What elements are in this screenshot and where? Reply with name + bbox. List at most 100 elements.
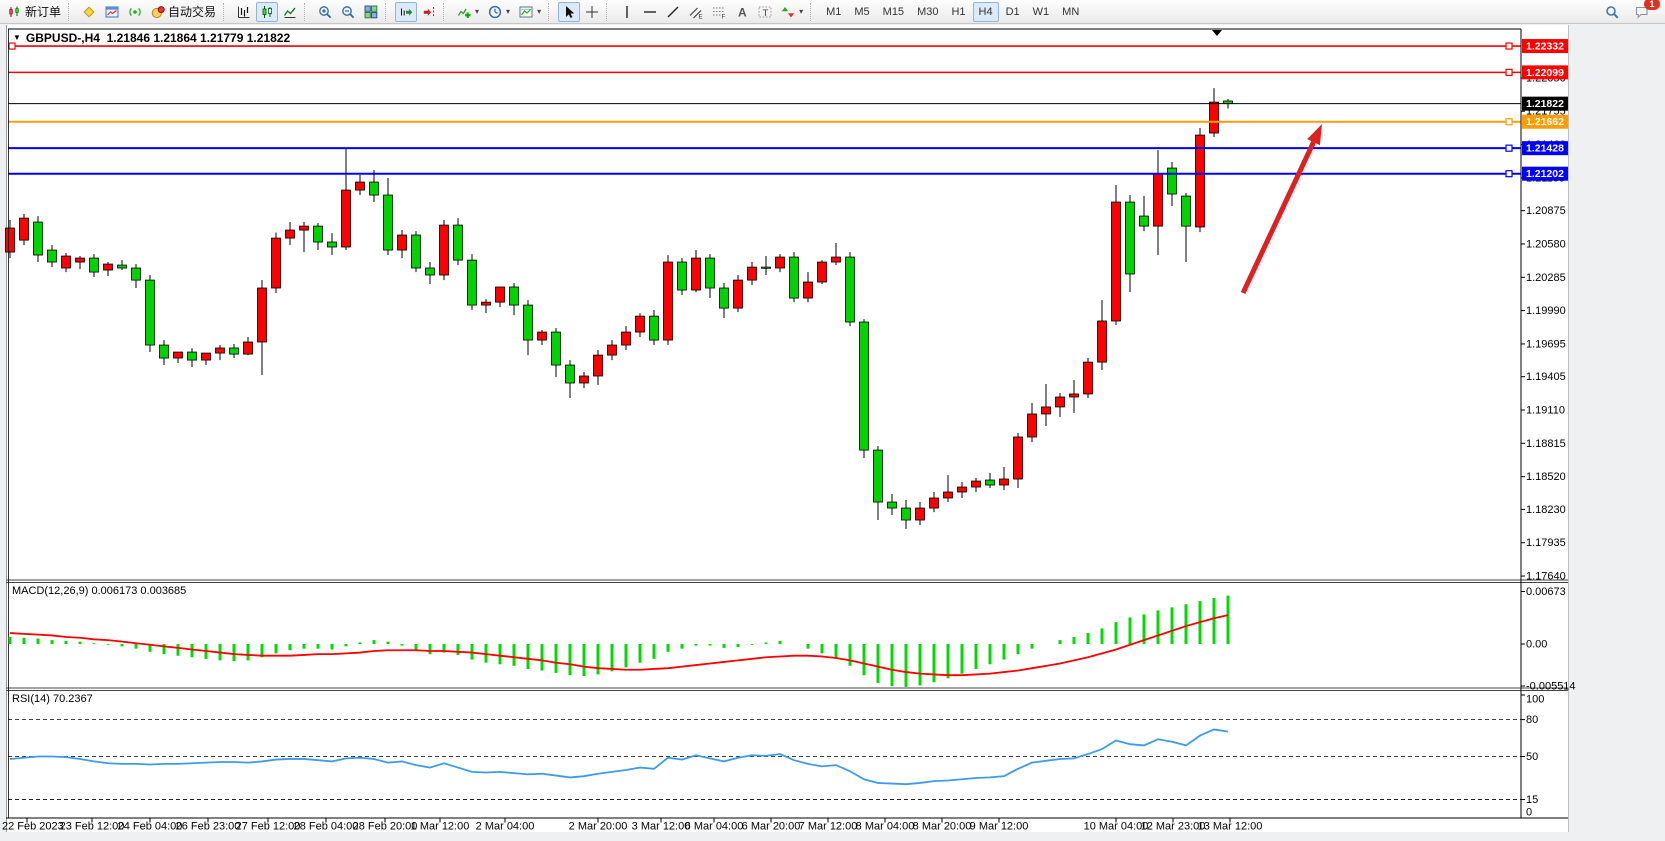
templates-button[interactable]: ▾ xyxy=(515,2,545,22)
new-order-button-label: 新订单 xyxy=(25,5,62,19)
candle-61 xyxy=(859,321,869,451)
chart-shift-marker-icon[interactable] xyxy=(1212,30,1222,36)
periods-button[interactable]: ▾ xyxy=(484,2,514,22)
candle-6 xyxy=(89,257,99,273)
candles-chart-icon xyxy=(262,5,272,18)
candle-10 xyxy=(145,279,155,346)
hline-handle[interactable] xyxy=(1505,170,1513,178)
text-button[interactable]: A xyxy=(731,2,753,22)
candle-27 xyxy=(383,194,393,251)
zoom-out-button[interactable] xyxy=(337,2,359,22)
candle-22 xyxy=(313,225,323,243)
candle-66 xyxy=(929,497,939,509)
candle-49 xyxy=(691,257,701,291)
bottom-gutter xyxy=(0,832,1665,841)
new-order-button[interactable]: 新订单 xyxy=(4,2,65,22)
candle-40 xyxy=(565,364,575,384)
tile-windows-button[interactable] xyxy=(360,2,382,22)
timeframe-H4[interactable]: H4 xyxy=(972,1,999,22)
candle-85 xyxy=(1195,134,1205,228)
timeframe-MN[interactable]: MN xyxy=(1056,2,1085,22)
toolbar-separator xyxy=(304,2,310,21)
price-line-badge-label: 1.22099 xyxy=(1526,67,1564,79)
toolbar-separator xyxy=(810,2,816,21)
hline-handle[interactable] xyxy=(1505,144,1513,152)
candle-83 xyxy=(1167,167,1177,195)
candle-8 xyxy=(117,264,127,269)
hline-handle[interactable] xyxy=(1505,42,1513,50)
arrows-button[interactable]: ▾ xyxy=(777,2,807,22)
indicators-button[interactable]: ▾ xyxy=(453,2,483,22)
candle-53 xyxy=(747,266,757,281)
candle-25 xyxy=(355,181,365,191)
search-button[interactable] xyxy=(1601,2,1623,22)
candle-7 xyxy=(103,263,113,271)
chevron-down-icon[interactable]: ▾ xyxy=(537,7,542,16)
signals-button[interactable] xyxy=(124,2,146,22)
trendline-button[interactable] xyxy=(662,2,684,22)
cursor-button[interactable] xyxy=(558,1,581,22)
price-line-badge-label: 1.21428 xyxy=(1526,143,1564,155)
candle-82 xyxy=(1153,173,1163,227)
fibonacci-button[interactable]: F xyxy=(708,2,730,22)
timeframe-M15[interactable]: M15 xyxy=(877,2,910,22)
chevron-down-icon[interactable]: ▾ xyxy=(799,7,804,16)
profile-icon xyxy=(83,5,95,18)
candle-57 xyxy=(803,281,813,299)
text-label-button[interactable]: T xyxy=(754,2,776,22)
timeframe-W1-label: W1 xyxy=(1032,5,1050,18)
price-tick-label: 1.18520 xyxy=(1526,471,1566,483)
line-chart-button[interactable] xyxy=(279,2,301,22)
timeframe-M1[interactable]: M1 xyxy=(820,2,847,22)
templates-icon xyxy=(519,6,533,17)
candle-47 xyxy=(663,261,673,341)
candle-29 xyxy=(411,234,421,269)
timeframe-D1-label: D1 xyxy=(1005,5,1020,18)
hline-handle[interactable] xyxy=(1505,68,1513,76)
vertical-line-button[interactable] xyxy=(616,2,638,22)
trendline-icon xyxy=(667,6,679,17)
horizontal-line-button[interactable] xyxy=(639,2,661,22)
chevron-down-icon[interactable]: ▾ xyxy=(506,7,511,16)
rsi-axis-label: 100 xyxy=(1526,694,1544,706)
profile-button[interactable] xyxy=(78,2,100,22)
zoom-in-button[interactable] xyxy=(314,2,336,22)
auto-scroll-button[interactable] xyxy=(395,1,418,22)
time-tick-label: 23 Feb 12:00 xyxy=(60,821,125,833)
toolbar-separator xyxy=(606,2,612,21)
equidistant-channel-button[interactable]: E xyxy=(685,2,707,22)
trend-arrow[interactable] xyxy=(1240,141,1316,295)
candle-41 xyxy=(579,375,589,384)
chart-canvas[interactable]: 1.220501.217551.214601.211651.208751.205… xyxy=(0,25,1665,841)
candle-62 xyxy=(873,449,883,503)
timeframe-M30[interactable]: M30 xyxy=(911,2,944,22)
hline-handle[interactable] xyxy=(1505,118,1513,126)
chart-shift-button[interactable] xyxy=(418,2,440,22)
timeframe-H1[interactable]: H1 xyxy=(945,2,971,22)
timeframe-D1[interactable]: D1 xyxy=(1000,2,1026,22)
time-tick-label: 22 Feb 2023 xyxy=(2,821,64,833)
time-tick-label: 6 Mar 20:00 xyxy=(742,821,801,833)
toolbar-separator xyxy=(385,2,391,21)
market-watch-button[interactable] xyxy=(101,2,123,22)
candlestick-chart-button[interactable] xyxy=(256,1,279,22)
candle-38 xyxy=(537,331,547,341)
candle-74 xyxy=(1041,406,1051,415)
time-tick-label: 3 Mar 12:00 xyxy=(632,821,691,833)
autotrading-button[interactable]: 自动交易 xyxy=(147,2,220,22)
timeframe-M5[interactable]: M5 xyxy=(848,2,875,22)
crosshair-button[interactable] xyxy=(581,2,603,22)
hline-handle[interactable] xyxy=(8,42,16,50)
timeframe-W1[interactable]: W1 xyxy=(1027,2,1056,22)
signals-icon xyxy=(129,7,141,16)
time-tick-label: 8 Mar 20:00 xyxy=(913,821,972,833)
candle-52 xyxy=(733,279,743,309)
candle-39 xyxy=(551,331,561,366)
chevron-down-icon[interactable]: ▾ xyxy=(475,7,480,16)
timeframe-M1-label: M1 xyxy=(826,5,842,18)
right-gutter xyxy=(1568,25,1665,841)
candle-1 xyxy=(19,217,29,241)
bar-chart-button[interactable] xyxy=(233,2,255,22)
candle-86 xyxy=(1209,101,1219,134)
candle-24 xyxy=(341,189,351,248)
